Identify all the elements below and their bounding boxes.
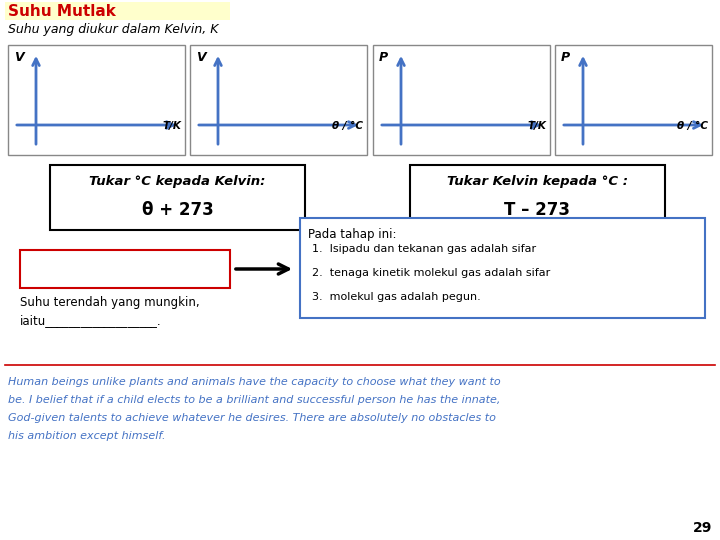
Text: Pada tahap ini:: Pada tahap ini: bbox=[308, 228, 397, 241]
Text: P: P bbox=[561, 51, 570, 64]
Text: Human beings unlike plants and animals have the capacity to choose what they wan: Human beings unlike plants and animals h… bbox=[8, 377, 500, 387]
Text: Suhu terendah yang mungkin,: Suhu terendah yang mungkin, bbox=[20, 296, 199, 309]
Text: θ / °C: θ / °C bbox=[677, 121, 708, 131]
Text: θ + 273: θ + 273 bbox=[142, 201, 213, 219]
Text: T – 273: T – 273 bbox=[505, 201, 570, 219]
Text: be. I belief that if a child elects to be a brilliant and successful person he h: be. I belief that if a child elects to b… bbox=[8, 395, 500, 405]
Text: his ambition except himself.: his ambition except himself. bbox=[8, 431, 166, 441]
Text: V: V bbox=[196, 51, 206, 64]
Bar bbox=[8, 45, 185, 155]
Text: 3.  molekul gas adalah pegun.: 3. molekul gas adalah pegun. bbox=[312, 292, 481, 302]
Bar bbox=[50, 165, 305, 230]
Text: Tukar Kelvin kepada °C :: Tukar Kelvin kepada °C : bbox=[447, 176, 628, 188]
Bar bbox=[190, 45, 367, 155]
Text: V: V bbox=[14, 51, 24, 64]
Text: T/K: T/K bbox=[162, 121, 181, 131]
Bar bbox=[20, 250, 230, 288]
Bar bbox=[373, 45, 550, 155]
Text: 29: 29 bbox=[693, 521, 712, 535]
Bar bbox=[410, 165, 665, 230]
Text: Suhu Mutlak: Suhu Mutlak bbox=[8, 3, 116, 18]
Text: God-given talents to achieve whatever he desires. There are absolutely no obstac: God-given talents to achieve whatever he… bbox=[8, 413, 496, 423]
Text: Suhu yang diukur dalam Kelvin, K: Suhu yang diukur dalam Kelvin, K bbox=[8, 24, 218, 37]
Text: P: P bbox=[379, 51, 388, 64]
Text: 1.  Isipadu dan tekanan gas adalah sifar: 1. Isipadu dan tekanan gas adalah sifar bbox=[312, 244, 536, 254]
Bar bbox=[300, 218, 705, 318]
Text: 2.  tenaga kinetik molekul gas adalah sifar: 2. tenaga kinetik molekul gas adalah sif… bbox=[312, 268, 550, 278]
Text: Tukar °C kepada Kelvin:: Tukar °C kepada Kelvin: bbox=[89, 176, 266, 188]
Bar bbox=[5, 2, 230, 20]
Text: T/K: T/K bbox=[527, 121, 546, 131]
Text: θ / °C: θ / °C bbox=[332, 121, 363, 131]
Bar bbox=[555, 45, 712, 155]
Text: iaitu___________________.: iaitu___________________. bbox=[20, 314, 161, 327]
